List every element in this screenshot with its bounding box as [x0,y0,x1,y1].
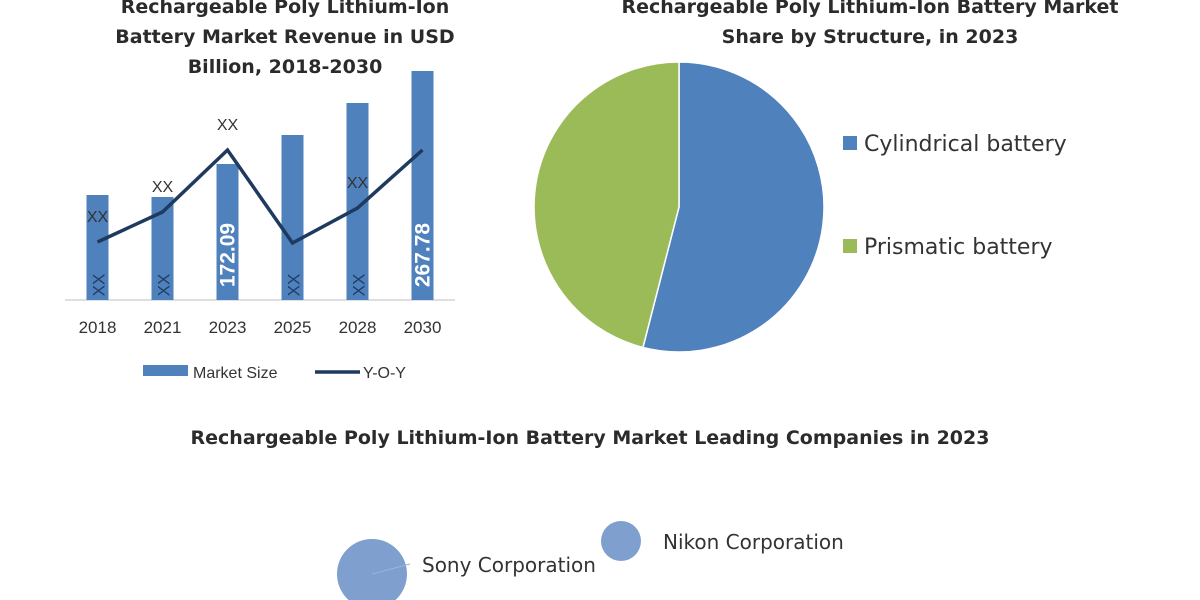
yoy-value-label: XX [87,209,109,226]
bar-2021 [151,197,174,300]
x-tick-label: 2025 [274,318,312,337]
x-tick-label: 2028 [339,318,377,337]
legend-market-size-swatch [143,365,188,376]
bar-value-label: XX [90,274,109,297]
bar-value-label: 172.09 [217,223,240,287]
x-tick-label: 2018 [79,318,117,337]
legend-yoy-label: Y-O-Y [363,365,406,382]
company-label: Nikon Corporation [663,530,844,554]
yoy-value-label: XX [217,117,239,134]
pie-slice-prismatic-battery [533,61,680,349]
company-bubble [601,521,641,561]
x-tick-label: 2030 [404,318,442,337]
bar-value-label: 267.78 [412,223,435,288]
pie-legend-swatch [843,239,857,253]
bar-value-label: XX [155,274,174,297]
yoy-value-label: XX [347,175,369,192]
yoy-line [96,147,424,246]
pie-legend-label: Cylindrical battery [864,132,1067,157]
pie-legend-swatch [843,136,857,150]
x-tick-label: 2021 [144,318,182,337]
bar-value-label: XX [285,274,304,297]
legend-market-size-label: Market Size [193,365,278,382]
pie-chart-title: Rechargeable Poly Lithium-Ion Battery Ma… [621,0,1119,48]
bar-2030 [411,71,434,300]
company-label: Sony Corporation [422,553,596,577]
x-tick-label: 2023 [209,318,247,337]
bar-2025 [281,135,304,300]
pie-slice-cylindrical-battery [642,61,825,353]
bar-2018 [86,195,109,300]
company-bubble [337,539,407,600]
yoy-value-label: XX [152,179,174,196]
bar-value-label: XX [350,274,369,297]
pie-legend-label: Prismatic battery [864,235,1053,260]
companies-chart-title: Rechargeable Poly Lithium-Ion Battery Ma… [190,427,990,449]
leader-line [371,563,411,575]
bar-2028 [346,103,369,300]
bar-chart-title: Rechargeable Poly Lithium-Ion Battery Ma… [115,0,455,78]
bar-2023 [216,164,239,300]
